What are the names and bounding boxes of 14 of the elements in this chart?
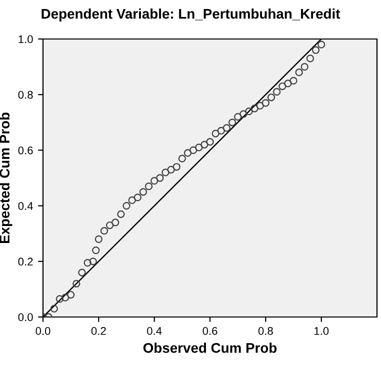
x-tick-label: 0.2 bbox=[91, 327, 106, 335]
x-axis-title: Observed Cum Prob bbox=[143, 342, 277, 353]
x-tick-label: 0.6 bbox=[202, 327, 218, 335]
y-tick-label: 0.4 bbox=[18, 202, 33, 210]
x-tick-label: 0.0 bbox=[36, 327, 50, 335]
y-tick-label: 0.6 bbox=[18, 146, 33, 154]
y-tick-label: 1.0 bbox=[18, 35, 33, 44]
x-tick-label: 1.0 bbox=[314, 327, 329, 335]
x-tick-label: 0.4 bbox=[147, 327, 162, 335]
y-tick-label: 0.0 bbox=[18, 313, 33, 322]
y-tick-label: 0.8 bbox=[18, 90, 33, 99]
x-tick-label: 0.8 bbox=[258, 327, 273, 335]
chart-title: Dependent Variable: Ln_Pertumbuhan_Kredit bbox=[42, 8, 340, 22]
y-tick-label: 0.2 bbox=[18, 258, 33, 266]
